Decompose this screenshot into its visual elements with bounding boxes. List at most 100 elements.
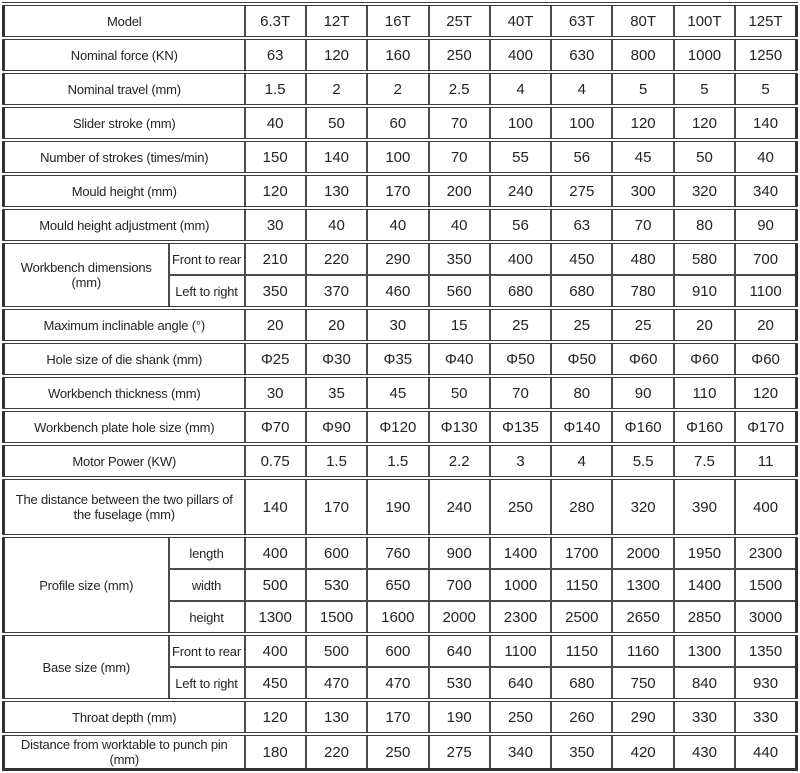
value-cell: 2300 [734,534,798,570]
value-cell: 1300 [243,600,307,635]
value-cell: 1950 [672,534,737,570]
column-header: 16T [366,2,430,39]
value-cell: 20 [243,306,307,343]
table-row: Mould height (mm) 120 130 170 200 240 275 300 32… [2,172,798,209]
value-cell: 1000 [672,36,737,73]
value-cell: 2300 [488,600,553,635]
value-cell: 530 [427,666,491,701]
value-cell: 120 [243,698,307,735]
value-cell: 430 [672,732,737,771]
value-cell: 330 [672,698,737,735]
value-cell: 70 [611,206,675,243]
value-cell: 350 [427,240,491,276]
value-cell: 480 [611,240,675,276]
value-cell: 120 [243,172,307,209]
column-header: 25T [427,2,491,39]
value-cell: 30 [243,374,307,411]
table-row: Maximum inclinable angle (°) 20 20 30 15 25 25… [2,306,798,343]
value-cell: 50 [672,138,737,175]
row-label: Maximum inclinable angle (°) [2,306,246,343]
value-cell: 1400 [488,534,553,570]
value-cell: Φ35 [366,340,430,377]
value-cell: 250 [366,732,430,771]
row-label: Workbench plate hole size (mm) [2,408,246,445]
value-cell: 300 [611,172,675,209]
value-cell: 400 [488,36,553,73]
table-row: Profile size (mm) length 400 600 760 900 1400 1… [2,534,798,635]
value-cell: 400 [488,240,553,276]
value-cell: 200 [427,172,491,209]
value-cell: 700 [734,240,798,276]
row-label: Hole size of die shank (mm) [2,340,246,377]
value-cell: 150 [243,138,307,175]
table-row: width 500 530 650 700 1000 1150 1300 1400 1500 [4,568,798,602]
value-cell: 25 [550,306,614,343]
table-row: Motor Power (KW) 0.75 1.5 1.5 2.2 3 4 5.5 7.5 11 [2,442,798,479]
value-cell: Φ160 [611,408,675,445]
value-cell: 2500 [550,600,614,635]
value-cell: 140 [734,104,798,141]
table-row: Left to right 450 470 470 530 640 680 750 840 930 [4,666,798,701]
table-row: Workbench plate hole size (mm) Φ70 Φ90 Φ120… [2,408,798,445]
value-cell: 40 [366,206,430,243]
value-cell: 470 [304,666,369,701]
value-cell: 120 [611,104,675,141]
value-cell: 290 [366,240,430,276]
value-cell: 60 [366,104,430,141]
value-cell: 7.5 [672,442,737,479]
value-cell: 220 [304,240,369,276]
value-cell: 840 [672,666,737,701]
value-cell: 70 [488,374,553,411]
value-cell: Φ170 [734,408,798,445]
value-cell: Φ130 [427,408,491,445]
column-header: 125T [734,2,798,39]
value-cell: 650 [366,568,430,602]
value-cell: 0.75 [243,442,307,479]
value-cell: 700 [427,568,491,602]
table-row: Distance from worktable to punch pin (mm… [2,732,798,771]
table-row: The distance between the two pillars of … [2,476,798,537]
value-cell: 1150 [550,568,614,602]
sub-row-label: Left to right [167,274,246,309]
value-cell: 2 [304,70,369,107]
sub-row-label: Front to rear [167,632,246,668]
value-cell: 63 [550,206,614,243]
value-cell: 580 [672,240,737,276]
value-cell: 370 [304,274,369,309]
value-cell: 910 [672,274,737,309]
row-label: Distance from worktable to punch pin (mm… [2,732,246,771]
value-cell: 400 [243,534,307,570]
value-cell: Φ135 [488,408,553,445]
row-label: Motor Power (KW) [2,442,246,479]
value-cell: 1.5 [366,442,430,479]
column-header: 100T [672,2,737,39]
value-cell: Φ60 [734,340,798,377]
value-cell: 640 [488,666,553,701]
value-cell: 1.5 [243,70,307,107]
value-cell: 560 [427,274,491,309]
value-cell: 130 [304,172,369,209]
value-cell: 40 [304,206,369,243]
column-header: 6.3T [243,2,307,39]
value-cell: 11 [734,442,798,479]
row-label: The distance between the two pillars of … [2,476,246,537]
column-header: 12T [304,2,369,39]
row-label: Slider stroke (mm) [2,104,246,141]
value-cell: 63 [243,36,307,73]
value-cell: 40 [427,206,491,243]
value-cell: 170 [304,476,369,537]
value-cell: 290 [611,698,675,735]
value-cell: 1500 [734,568,798,602]
value-cell: 90 [734,206,798,243]
sub-row-label: length [167,534,246,570]
value-cell: 340 [734,172,798,209]
value-cell: 20 [734,306,798,343]
table-row: Base size (mm) Front to rear 400 500 600 640 1… [2,632,798,701]
value-cell: 470 [366,666,430,701]
column-header: 40T [488,2,553,39]
value-cell: Φ50 [550,340,614,377]
value-cell: 330 [734,698,798,735]
value-cell: 340 [488,732,553,771]
value-cell: 5 [611,70,675,107]
value-cell: 2850 [672,600,737,635]
